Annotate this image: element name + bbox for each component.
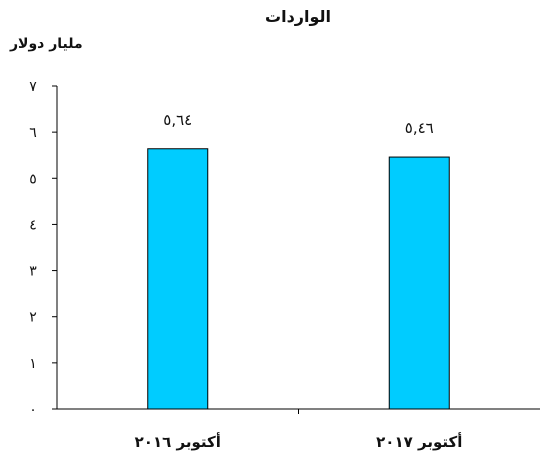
- bars: ٥,٤٦ ٥,٦٤: [147, 111, 450, 410]
- x-tick-labels: أكتوبر ٢٠١٧ أكتوبر ٢٠١٦: [135, 409, 462, 451]
- x-tick-label-1: أكتوبر ٢٠١٦: [135, 432, 221, 451]
- chart-title: الواردات: [265, 7, 331, 26]
- axes: [56, 86, 540, 410]
- y-axis-label: مليار دولار: [9, 36, 83, 52]
- bar-0: [388, 156, 450, 410]
- data-label-0: ٥,٤٦: [405, 119, 434, 137]
- y-tick-label: ٥: [29, 171, 37, 187]
- y-tick-label: ٧: [29, 79, 37, 95]
- y-tick-label: ٠: [29, 402, 37, 418]
- y-ticks: ٠ ١ ٢ ٣ ٤ ٥ ٦ ٧: [29, 79, 57, 418]
- bar-1: [147, 148, 209, 410]
- y-tick-label: ٦: [29, 125, 37, 141]
- y-tick-label: ١: [29, 356, 37, 372]
- data-label-1: ٥,٦٤: [163, 111, 192, 129]
- y-tick-label: ٤: [29, 217, 37, 233]
- x-tick-label-0: أكتوبر ٢٠١٧: [376, 432, 462, 451]
- y-tick-label: ٢: [29, 310, 37, 326]
- y-tick-label: ٣: [29, 264, 37, 280]
